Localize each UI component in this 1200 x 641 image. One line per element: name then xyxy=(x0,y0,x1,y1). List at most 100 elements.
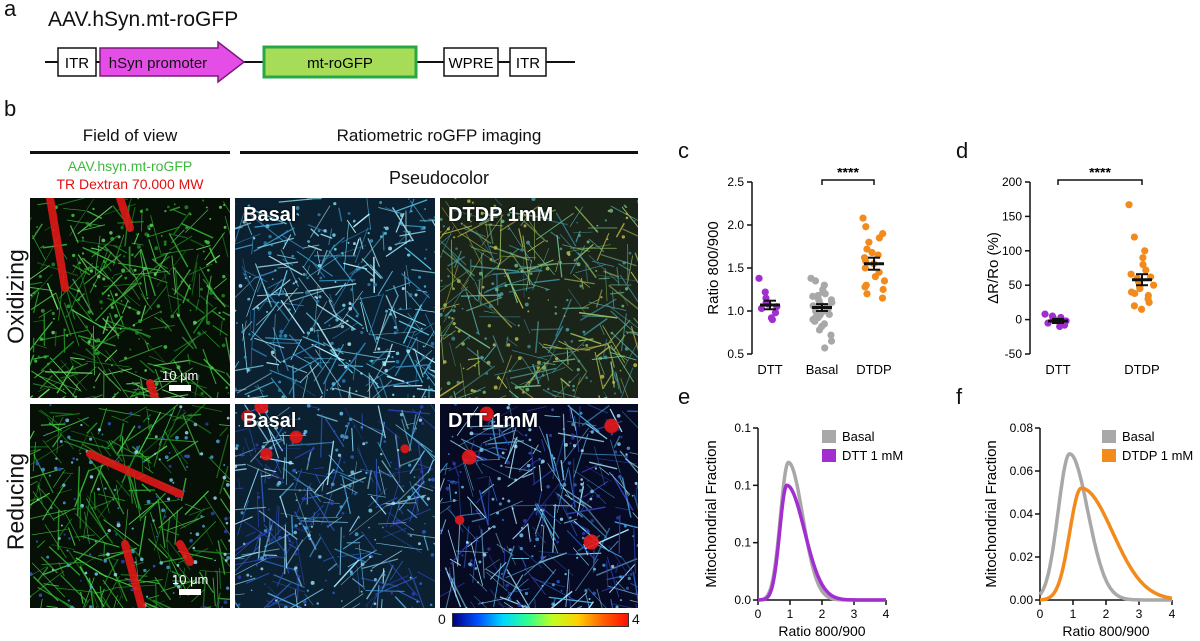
mito-spot xyxy=(258,213,261,216)
mito-spot xyxy=(222,318,226,321)
mito-spot xyxy=(461,485,464,489)
neurite xyxy=(440,284,451,288)
neurite xyxy=(552,503,556,553)
mito-spot xyxy=(268,234,272,239)
legend-label: Basal xyxy=(842,429,875,444)
mito-spot xyxy=(489,436,492,439)
neurite xyxy=(632,571,638,602)
mito-spot xyxy=(400,213,404,218)
mito-spot xyxy=(383,440,387,443)
neurite xyxy=(151,258,171,275)
neurite xyxy=(235,551,259,560)
data-point xyxy=(1056,322,1064,331)
neurite xyxy=(97,493,126,502)
neurite xyxy=(30,273,53,301)
neurite xyxy=(434,251,435,253)
mito-spot xyxy=(295,471,298,474)
neurite xyxy=(534,509,545,535)
mito-spot xyxy=(334,281,337,283)
neurite xyxy=(493,562,502,608)
neurite xyxy=(150,523,162,565)
neurite xyxy=(264,463,284,482)
mito-spot xyxy=(570,340,574,343)
neurite xyxy=(423,535,429,551)
neurite xyxy=(56,587,101,594)
neurite xyxy=(387,560,418,597)
neurite xyxy=(576,605,583,608)
mito-spot xyxy=(493,204,497,208)
x-tick-label: 4 xyxy=(1169,607,1176,621)
neurite xyxy=(581,453,622,456)
mito-spot xyxy=(333,430,336,433)
neurite xyxy=(184,503,201,511)
neurite xyxy=(606,556,620,598)
mito-spot xyxy=(164,455,169,460)
neurite xyxy=(556,234,563,278)
neurite xyxy=(440,334,453,336)
neurite xyxy=(83,577,95,608)
mt-rogfp-label: mt-roGFP xyxy=(307,55,373,72)
neurite xyxy=(40,423,66,426)
panel-letter-c: c xyxy=(678,138,689,163)
mito-spot xyxy=(304,603,307,607)
mito-spot xyxy=(102,260,106,263)
neurite xyxy=(589,461,618,470)
neurite xyxy=(404,271,408,310)
mito-spot xyxy=(135,446,139,450)
image-label-red-dtt: DTT 1mM xyxy=(448,410,538,432)
y-axis-label: Ratio 800/900 xyxy=(705,221,722,314)
neurite xyxy=(199,266,217,297)
neurite xyxy=(139,360,155,374)
mito-spot xyxy=(42,245,45,248)
neurite xyxy=(455,335,471,349)
neurite xyxy=(172,209,187,216)
neurite xyxy=(149,598,164,608)
mito-spot xyxy=(353,492,357,496)
neurite xyxy=(332,310,345,322)
neurite xyxy=(145,437,196,443)
neurite xyxy=(532,526,547,544)
neurite xyxy=(94,315,123,352)
neurite xyxy=(63,328,66,353)
neurite xyxy=(385,239,411,258)
neurite xyxy=(364,584,388,607)
neurite xyxy=(531,328,561,331)
neurite xyxy=(282,467,320,497)
neurite xyxy=(635,487,638,501)
data-point xyxy=(879,285,887,294)
mito-spot xyxy=(589,497,593,501)
x-category-label: Basal xyxy=(806,362,839,377)
mito-spot xyxy=(243,355,247,359)
neurite xyxy=(262,438,282,444)
mito-spot xyxy=(107,529,111,533)
neurite xyxy=(471,517,485,523)
neurite xyxy=(256,278,264,293)
blood-vessel xyxy=(146,379,159,398)
mito-spot xyxy=(185,226,189,230)
neurite xyxy=(588,254,620,284)
mito-spot xyxy=(70,461,74,464)
neurite xyxy=(449,342,456,367)
neurite xyxy=(69,358,79,376)
neurite xyxy=(38,409,48,417)
neurite xyxy=(94,372,101,382)
mito-spot xyxy=(146,297,149,300)
mito-spot xyxy=(235,387,238,392)
neurite xyxy=(142,413,151,423)
mito-spot xyxy=(383,226,386,229)
neurite xyxy=(431,219,435,227)
neurite xyxy=(109,289,124,326)
mito-spot xyxy=(572,444,577,448)
neurite xyxy=(84,598,91,608)
mito-spot xyxy=(411,592,416,596)
neurite xyxy=(108,368,129,398)
neurite xyxy=(496,543,514,556)
neurite xyxy=(310,228,320,237)
neurite xyxy=(417,444,425,486)
neurite xyxy=(365,589,405,592)
neurite xyxy=(254,456,264,467)
neurite xyxy=(243,468,260,509)
micrograph-texture xyxy=(30,404,230,608)
mito-spot xyxy=(270,350,275,355)
neurite xyxy=(384,207,404,215)
